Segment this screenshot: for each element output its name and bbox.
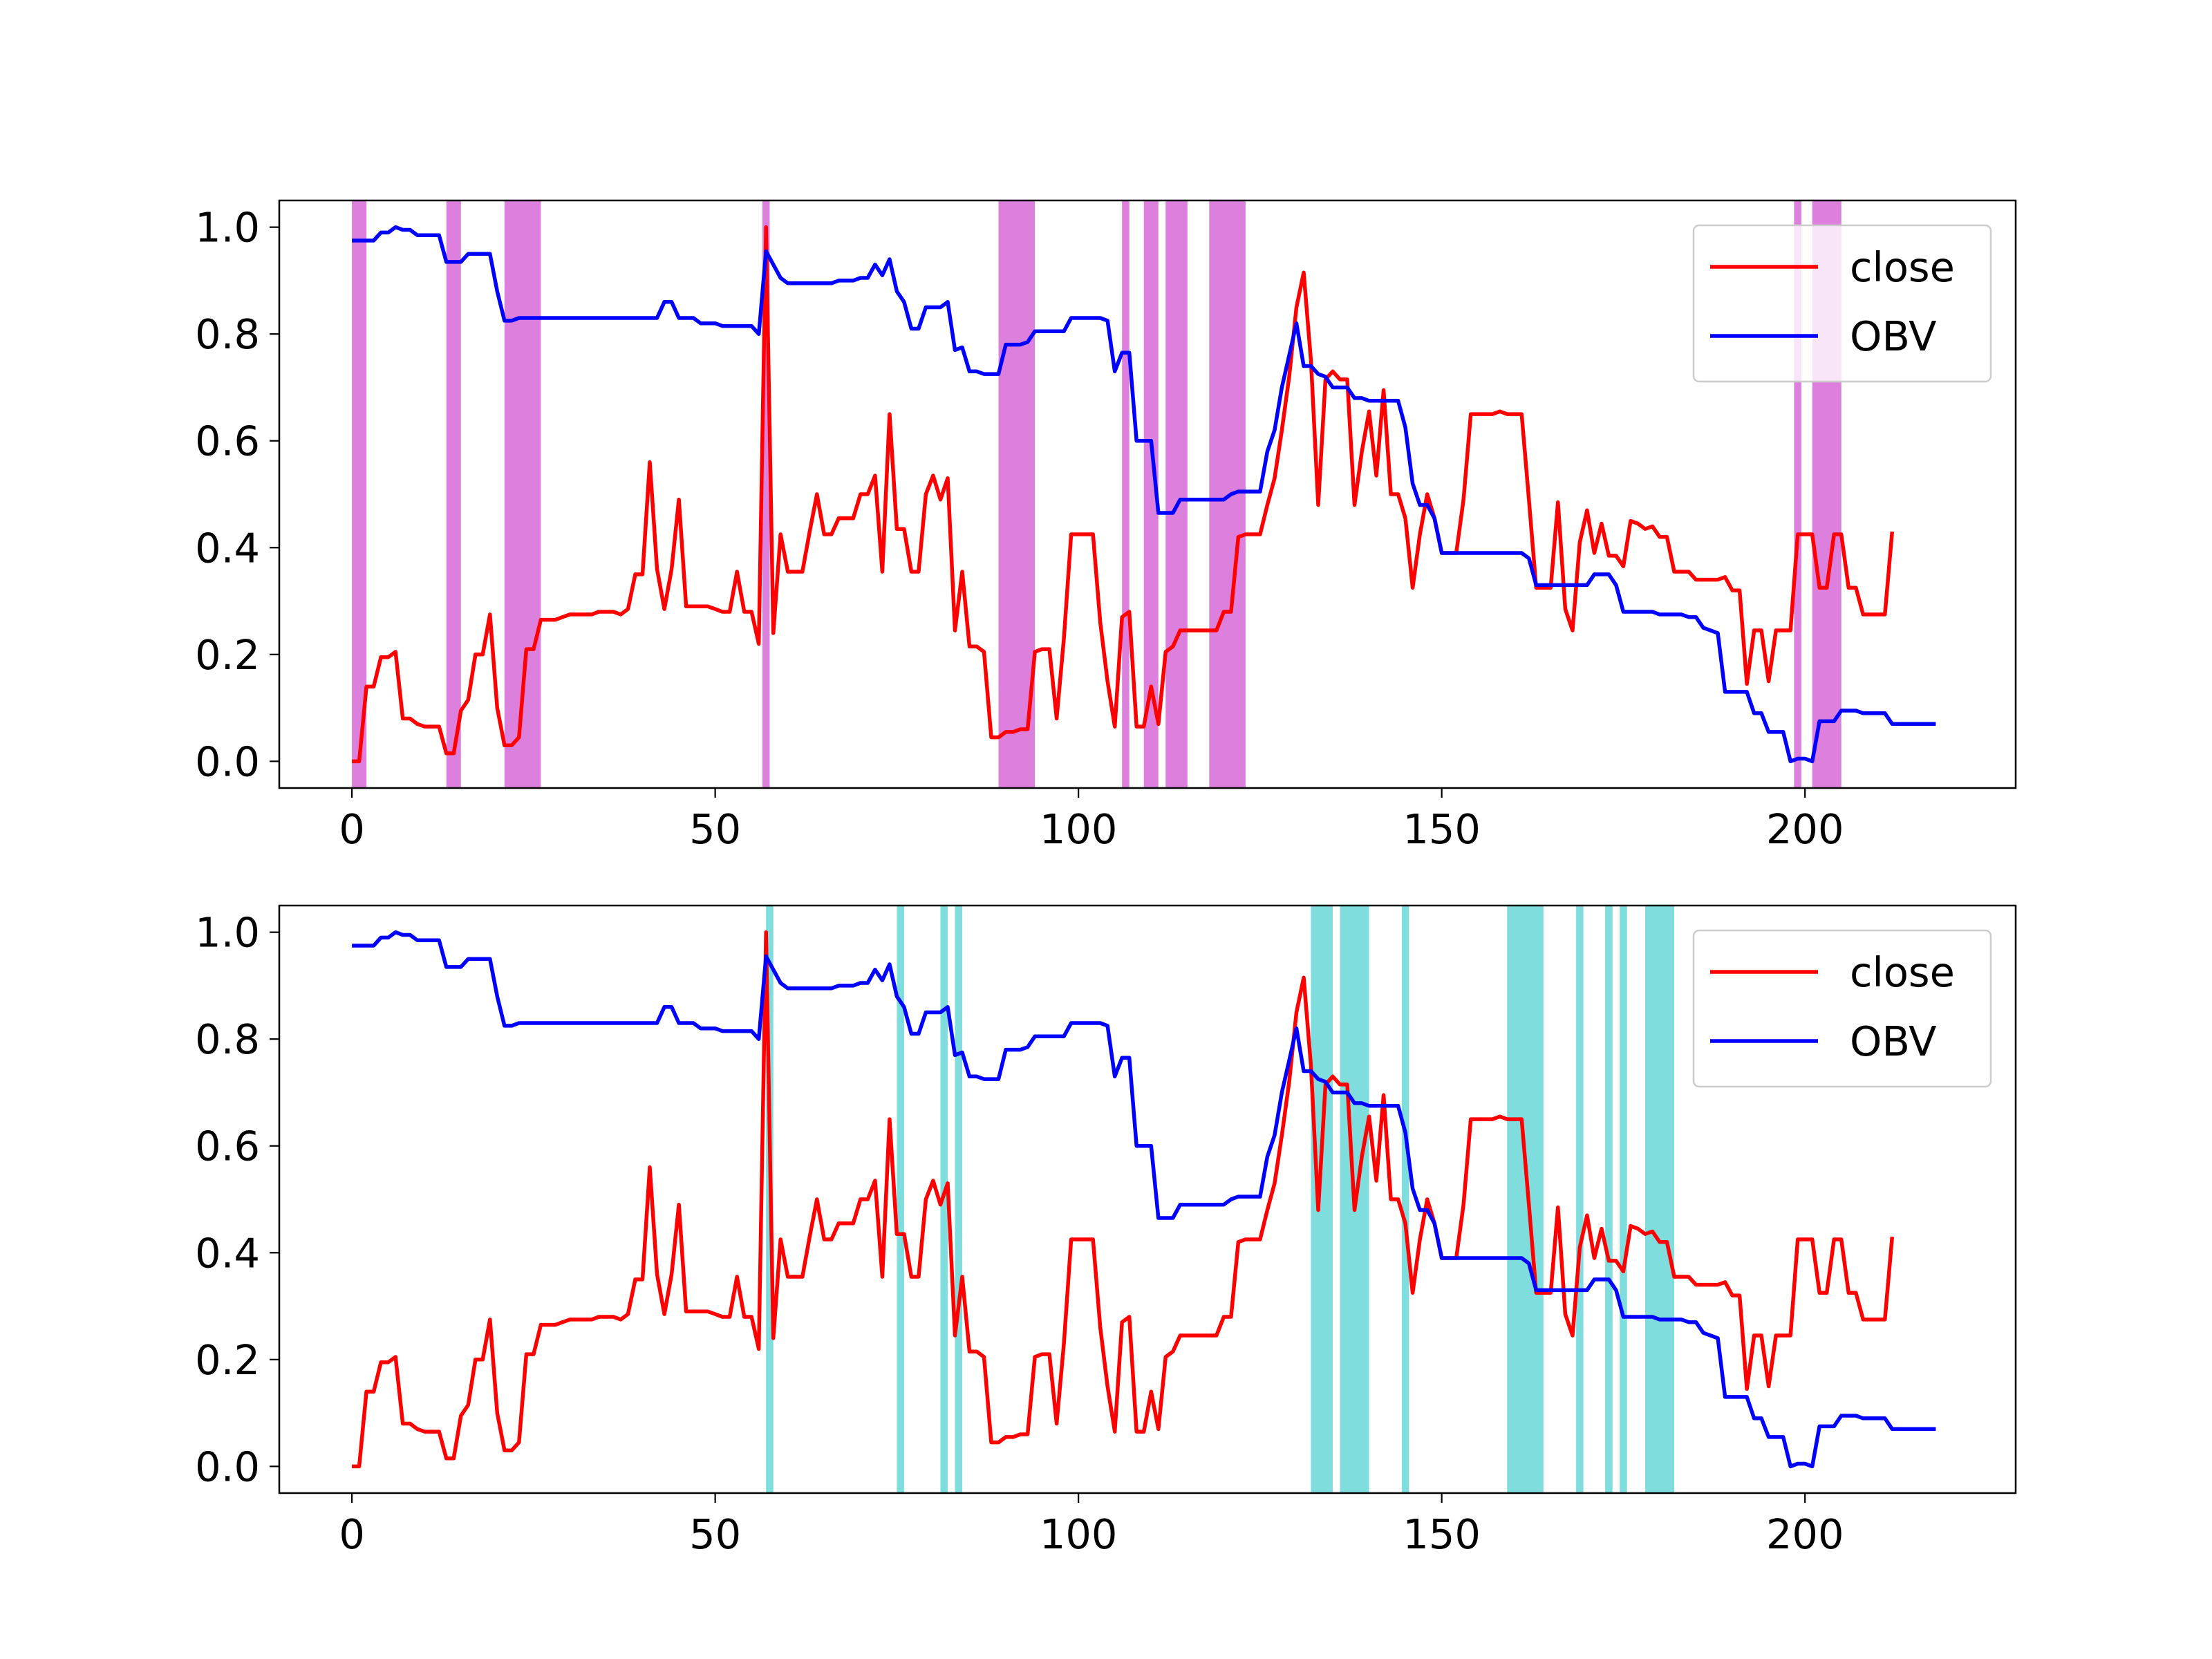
series-line-obv — [352, 930, 1936, 1469]
y-tick-label: 0.6 — [195, 1123, 260, 1170]
x-tick-label: 150 — [1403, 1510, 1481, 1558]
highlight-span — [1605, 906, 1613, 1493]
highlight-span — [1401, 906, 1409, 1493]
x-tick-label: 200 — [1766, 1510, 1844, 1558]
x-tick-label: 100 — [1040, 805, 1118, 853]
highlight-span — [352, 200, 367, 788]
x-tick-label: 50 — [689, 805, 741, 853]
legend-label-obv: OBV — [1850, 1018, 1936, 1065]
highlight-span — [1209, 200, 1246, 788]
x-tick-label: 50 — [689, 1510, 741, 1558]
highlight-span — [762, 200, 770, 788]
y-tick-label: 1.0 — [195, 204, 260, 252]
highlight-span — [1311, 906, 1333, 1493]
highlight-span — [897, 906, 904, 1493]
highlight-span — [1620, 906, 1627, 1493]
series-line-obv — [352, 225, 1936, 764]
chart-panel-top: 0 50 100 150 200 0.0 0.2 0.4 0.6 0.8 1.0 close OBV — [195, 199, 2017, 853]
plot-frame — [278, 904, 2017, 1494]
legend-label-close: close — [1850, 243, 1955, 291]
legend-label-obv: OBV — [1850, 312, 1936, 360]
y-tick-label: 1.0 — [195, 909, 260, 957]
x-tick-label: 200 — [1766, 805, 1844, 853]
chart-panel-bottom: 0 50 100 150 200 0.0 0.2 0.4 0.6 0.8 1.0 close OBV — [195, 904, 2017, 1558]
y-tick-label: 0.4 — [195, 1229, 260, 1277]
y-tick-label: 0.0 — [195, 738, 260, 785]
highlight-span — [1576, 906, 1584, 1493]
highlight-span — [1507, 906, 1544, 1493]
series-line-close — [352, 930, 1895, 1469]
highlight-span — [955, 906, 962, 1493]
legend: close OBV — [1692, 929, 1992, 1088]
highlight-span — [998, 200, 1035, 788]
y-tick-label: 0.8 — [195, 310, 260, 358]
highlight-span — [1165, 200, 1188, 788]
x-tick-label: 100 — [1040, 1510, 1118, 1558]
plot-frame — [278, 199, 2017, 789]
legend-box — [1692, 224, 1992, 383]
y-tick-label: 0.4 — [195, 524, 260, 572]
x-tick-label: 0 — [339, 805, 365, 853]
y-tick-label: 0.2 — [195, 1336, 260, 1384]
legend: close OBV — [1692, 224, 1992, 383]
series-line-close — [352, 225, 1895, 764]
legend-label-close: close — [1850, 948, 1955, 996]
highlight-span — [446, 200, 461, 788]
x-tick-label: 0 — [339, 1510, 365, 1558]
y-tick-label: 0.6 — [195, 418, 260, 465]
highlight-span — [1143, 200, 1159, 788]
x-tick-label: 150 — [1403, 805, 1481, 853]
y-tick-label: 0.0 — [195, 1443, 260, 1490]
y-tick-label: 0.8 — [195, 1015, 260, 1063]
highlight-span — [1122, 200, 1130, 788]
legend-box — [1692, 929, 1992, 1088]
y-tick-label: 0.2 — [195, 631, 260, 679]
highlight-span — [1794, 200, 1801, 788]
highlight-span — [1644, 906, 1675, 1493]
